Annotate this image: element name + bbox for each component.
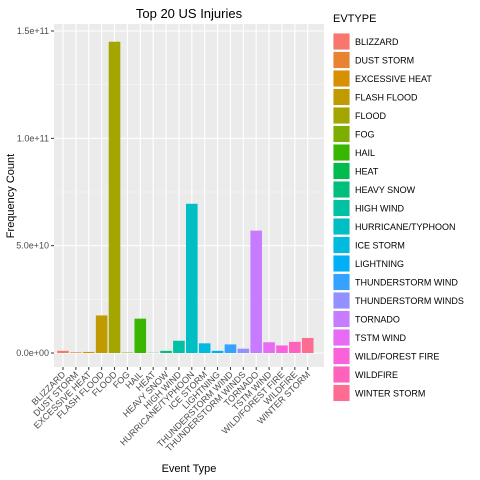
legend-label: FLOOD	[355, 111, 387, 121]
legend-label: WINTER STORM	[355, 389, 425, 399]
legend-swatch	[333, 385, 350, 401]
legend-swatch	[333, 89, 350, 105]
legend-swatch	[333, 311, 350, 327]
bar-ice-storm	[198, 343, 211, 353]
legend-label: WILDFIRE	[355, 370, 398, 380]
legend: EVTYPE BLIZZARD DUST STORM EXCESSIVE HEAT F…	[333, 13, 464, 402]
legend-swatch	[333, 126, 350, 142]
y-tick-label: 1.5e+11	[17, 26, 49, 36]
legend-label: EXCESSIVE HEAT	[355, 74, 432, 84]
legend-label: DUST STORM	[355, 56, 414, 66]
legend-swatch	[333, 144, 350, 161]
legend-label: FLASH FLOOD	[355, 93, 418, 103]
legend-label: BLIZZARD	[355, 37, 399, 47]
bar-flash-flood	[95, 315, 108, 353]
legend-label: TORNADO	[355, 315, 400, 325]
y-tick-label: 5.0e+10	[16, 241, 49, 251]
bar-hail	[134, 318, 147, 353]
bar-dust-storm	[70, 352, 82, 353]
legend-swatch	[333, 200, 350, 216]
major-gridlines	[54, 24, 324, 367]
legend-label: WILD/FOREST FIRE	[355, 352, 439, 362]
legend-title: EVTYPE	[333, 13, 376, 25]
legend-swatch	[333, 181, 350, 198]
legend-label: HEAT	[355, 167, 379, 177]
legend-swatch	[333, 366, 350, 383]
bar-hurricane-typhoon	[186, 203, 198, 353]
x-axis-title: Event Type	[162, 463, 217, 475]
legend-swatch	[333, 52, 350, 68]
legend-label: THUNDERSTORM WINDS	[355, 296, 464, 306]
legend-label: HURRICANE/TYPHOON	[355, 222, 456, 232]
legend-swatch	[333, 348, 350, 364]
legend-label: HAIL	[355, 148, 375, 158]
bar-excessive-heat	[82, 351, 95, 353]
bar-flood	[108, 41, 121, 353]
bar-thunderstorm-winds	[237, 348, 250, 353]
legend-swatch	[333, 218, 350, 235]
legend-swatch	[333, 274, 350, 290]
bar-blizzard	[57, 350, 69, 353]
legend-label: ICE STORM	[355, 241, 405, 251]
legend-label: TSTM WIND	[355, 333, 406, 343]
legend-swatch	[333, 33, 350, 50]
bar-winter-storm	[301, 337, 314, 353]
legend-swatch	[333, 329, 350, 346]
bar-heavy-snow	[160, 350, 172, 353]
bar-wild-forest-fire	[276, 345, 288, 353]
legend-swatch	[333, 255, 350, 272]
y-tick-label: 1.0e+11	[17, 133, 49, 143]
legend-label: HEAVY SNOW	[355, 185, 416, 195]
legend-swatch	[333, 292, 350, 309]
bar-tornado	[250, 230, 262, 353]
legend-swatch	[333, 237, 350, 253]
bar-wildfire	[289, 341, 301, 353]
legend-label: THUNDERSTORM WIND	[355, 278, 458, 288]
y-tick-label: 0.0e+00	[16, 348, 49, 358]
legend-label: FOG	[355, 130, 375, 140]
y-axis-title: Frequency Count	[5, 154, 17, 238]
legend-label: HIGH WIND	[355, 204, 404, 214]
legend-swatch	[333, 163, 350, 179]
legend-swatch	[333, 70, 350, 87]
legend-swatch	[333, 107, 350, 124]
bar-tstm-wind	[263, 342, 275, 353]
chart-title: Top 20 US Injuries	[136, 6, 243, 21]
legend-label: LIGHTNING	[355, 259, 404, 269]
bar-lightning	[211, 350, 224, 353]
y-axis: 0.0e+00 5.0e+10 1.0e+11 1.5e+11	[16, 26, 54, 358]
bars	[57, 41, 314, 353]
bar-thunderstorm-wind	[224, 344, 237, 353]
bar-high-wind	[173, 340, 185, 353]
